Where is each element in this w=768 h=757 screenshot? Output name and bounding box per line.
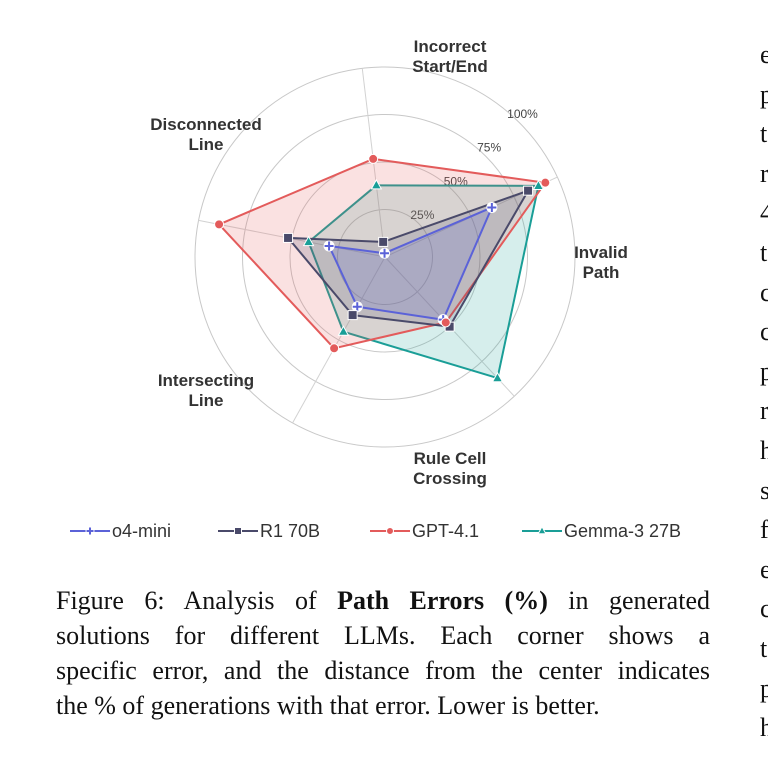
data-point — [302, 235, 315, 247]
side-letter: h — [760, 436, 768, 465]
side-letter: t — [760, 238, 768, 267]
data-point — [283, 232, 294, 243]
axis-label: Intersecting Line — [158, 371, 254, 410]
data-point — [487, 202, 497, 212]
data-point — [214, 219, 225, 230]
legend-label: o4-mini — [112, 521, 171, 541]
side-letter: p — [760, 673, 768, 703]
axis-labels: Incorrect Start/End Invalid Path Rule Cell Cr… — [150, 37, 628, 488]
grid-ring — [194, 66, 576, 448]
data-point — [324, 241, 334, 251]
caption-bold: Path Errors (%) — [337, 586, 548, 615]
caption-line-4: the % of generations with that error. Lo… — [56, 691, 600, 720]
data-point — [380, 248, 390, 258]
side-letter: p — [760, 79, 768, 109]
side-letter: r — [760, 396, 768, 426]
series-area — [287, 189, 530, 328]
data-point — [491, 371, 504, 383]
data-point — [370, 178, 383, 190]
grid-ring — [242, 114, 528, 400]
side-letter: c — [760, 277, 768, 307]
legend-label: R1 70B — [260, 521, 320, 541]
legend-item: GPT-4.1 — [370, 521, 479, 541]
side-letter: e — [760, 554, 768, 584]
side-letter: t — [760, 119, 768, 149]
caption-line-1: Figure 6: Analysis of Path Errors (%) in… — [56, 583, 710, 618]
side-letter: e — [760, 40, 768, 69]
grid-ring — [289, 161, 481, 353]
legend-item: o4-mini — [70, 521, 171, 541]
side-letter: h — [760, 713, 768, 743]
side-letter: c — [760, 594, 768, 624]
data-point — [540, 177, 551, 188]
radial-tick-label: 100% — [507, 107, 538, 121]
caption-line-3: specific error, and the distance from th… — [56, 656, 710, 685]
data-point — [386, 527, 394, 535]
data-point — [234, 527, 242, 535]
data-point — [352, 302, 362, 312]
side-letter: c — [760, 317, 768, 347]
side-letter: s — [760, 475, 768, 505]
axis-label: Rule Cell Crossing — [413, 449, 487, 488]
side-letter: 4 — [760, 198, 768, 228]
side-letter: f — [760, 515, 768, 545]
data-point — [337, 325, 350, 336]
data-point — [86, 527, 94, 535]
caption-line1-suffix: in generated — [547, 586, 710, 615]
caption-prefix: Figure 6: Analysis of — [56, 586, 338, 615]
legend-item: R1 70B — [218, 521, 320, 541]
radial-tick-label: 75% — [477, 141, 501, 155]
grid-ring — [337, 209, 433, 305]
side-letter: p — [760, 356, 768, 386]
caption-line-2: solutions for different LLMs. Each corne… — [56, 621, 710, 650]
axis-label: Invalid Path — [574, 243, 628, 282]
side-letter: t — [760, 634, 768, 663]
data-point — [368, 153, 379, 164]
axis-label: Disconnected Line — [150, 115, 261, 154]
legend-label: Gemma-3 27B — [564, 521, 681, 541]
legend-label: GPT-4.1 — [412, 521, 479, 541]
series-area — [328, 206, 493, 321]
axis-label: Incorrect Start/End — [412, 37, 488, 76]
side-letter: r — [760, 158, 768, 188]
radial-tick-label: 25% — [410, 208, 434, 222]
legend-item: Gemma-3 27B — [522, 521, 681, 541]
data-point — [532, 179, 545, 190]
data-point — [347, 310, 358, 321]
data-point — [440, 317, 451, 328]
grid-spoke — [292, 256, 386, 424]
legend: o4-mini R1 70B GPT-4.1 Gemma-3 27B — [70, 521, 681, 541]
data-point — [329, 343, 340, 354]
data-point — [523, 185, 534, 196]
data-point — [378, 236, 389, 247]
data-point — [537, 525, 547, 535]
figure-caption: Figure 6: Analysis of Path Errors (%) in… — [56, 583, 710, 723]
radar-series — [214, 153, 551, 383]
